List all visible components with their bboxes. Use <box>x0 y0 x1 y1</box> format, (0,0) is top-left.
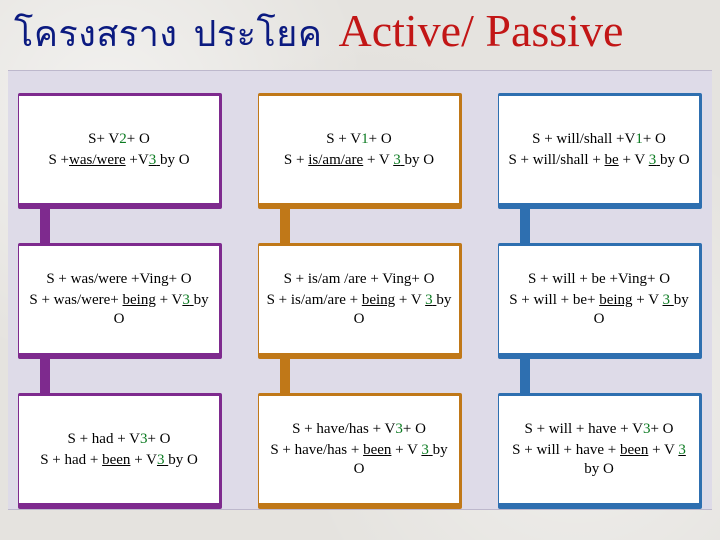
grid-cell: S + have/has + V3+ O S + have/has + been … <box>258 393 462 509</box>
tense-cell: S + V1+ O S + is/am/are + V 3 by O <box>258 93 462 209</box>
grid-cell: S + will + be +Ving+ O S + will + be+ bei… <box>498 243 702 359</box>
passive-form: S + will + have + been + V 3 by O <box>505 441 693 479</box>
grid-cell: S + had + V3+ O S + had + been + V3 by O <box>18 393 222 509</box>
flow-connector <box>280 209 290 243</box>
passive-form: S + have/has + been + V 3 by O <box>265 441 453 479</box>
passive-form: S + will/shall + be + V 3 by O <box>505 151 693 170</box>
active-form: S + have/has + V3+ O <box>265 420 453 439</box>
page-title: โครงสราง ประโยค Active/ Passive <box>0 0 720 64</box>
tense-cell: S + will + be +Ving+ O S + will + be+ bei… <box>498 243 702 359</box>
flow-connector <box>520 209 530 243</box>
passive-form: S + had + been + V3 by O <box>25 451 213 470</box>
active-form: S+ V2+ O <box>25 130 213 149</box>
active-form: S + will + be +Ving+ O <box>505 270 693 289</box>
active-form: S + will/shall +V1+ O <box>505 130 693 149</box>
grid-cell: S + is/am /are + Ving+ O S + is/am/are + … <box>258 243 462 359</box>
flow-connector <box>40 359 50 393</box>
active-form: S + had + V3+ O <box>25 430 213 449</box>
flow-connector <box>520 359 530 393</box>
passive-form: S + is/am/are + V 3 by O <box>265 151 453 170</box>
active-form: S + will + have + V3+ O <box>505 420 693 439</box>
active-form: S + is/am /are + Ving+ O <box>265 270 453 289</box>
passive-form: S +was/were +V3 by O <box>25 151 213 170</box>
title-thai-2: ประโยค <box>193 5 322 62</box>
passive-form: S + is/am/are + being + V 3 by O <box>265 291 453 329</box>
structure-grid: S+ V2+ OS +was/were +V3 by OS + V1+ OS +… <box>18 93 702 509</box>
grid-cell: S+ V2+ O S +was/were +V3 by O <box>18 93 222 209</box>
flow-connector <box>40 209 50 243</box>
grid-cell: S + will/shall +V1+ O S + will/shall + be… <box>498 93 702 209</box>
passive-form: S + was/were+ being + V3 by O <box>25 291 213 329</box>
content-band: S+ V2+ OS +was/were +V3 by OS + V1+ OS +… <box>8 70 712 510</box>
tense-cell: S + is/am /are + Ving+ O S + is/am/are + … <box>258 243 462 359</box>
grid-cell: S + will + have + V3+ O S + will + have +… <box>498 393 702 509</box>
tense-cell: S+ V2+ O S +was/were +V3 by O <box>18 93 222 209</box>
grid-cell: S + was/were +Ving+ O S + was/were+ being… <box>18 243 222 359</box>
tense-cell: S + had + V3+ O S + had + been + V3 by O <box>18 393 222 509</box>
passive-form: S + will + be+ being + V 3 by O <box>505 291 693 329</box>
flow-connector <box>280 359 290 393</box>
active-form: S + V1+ O <box>265 130 453 149</box>
tense-cell: S + will/shall +V1+ O S + will/shall + be… <box>498 93 702 209</box>
tense-cell: S + have/has + V3+ O S + have/has + been … <box>258 393 462 509</box>
title-thai-1: โครงสราง <box>14 5 177 62</box>
title-latin: Active/ Passive <box>338 4 623 57</box>
grid-cell: S + V1+ O S + is/am/are + V 3 by O <box>258 93 462 209</box>
active-form: S + was/were +Ving+ O <box>25 270 213 289</box>
tense-cell: S + was/were +Ving+ O S + was/were+ being… <box>18 243 222 359</box>
tense-cell: S + will + have + V3+ O S + will + have +… <box>498 393 702 509</box>
